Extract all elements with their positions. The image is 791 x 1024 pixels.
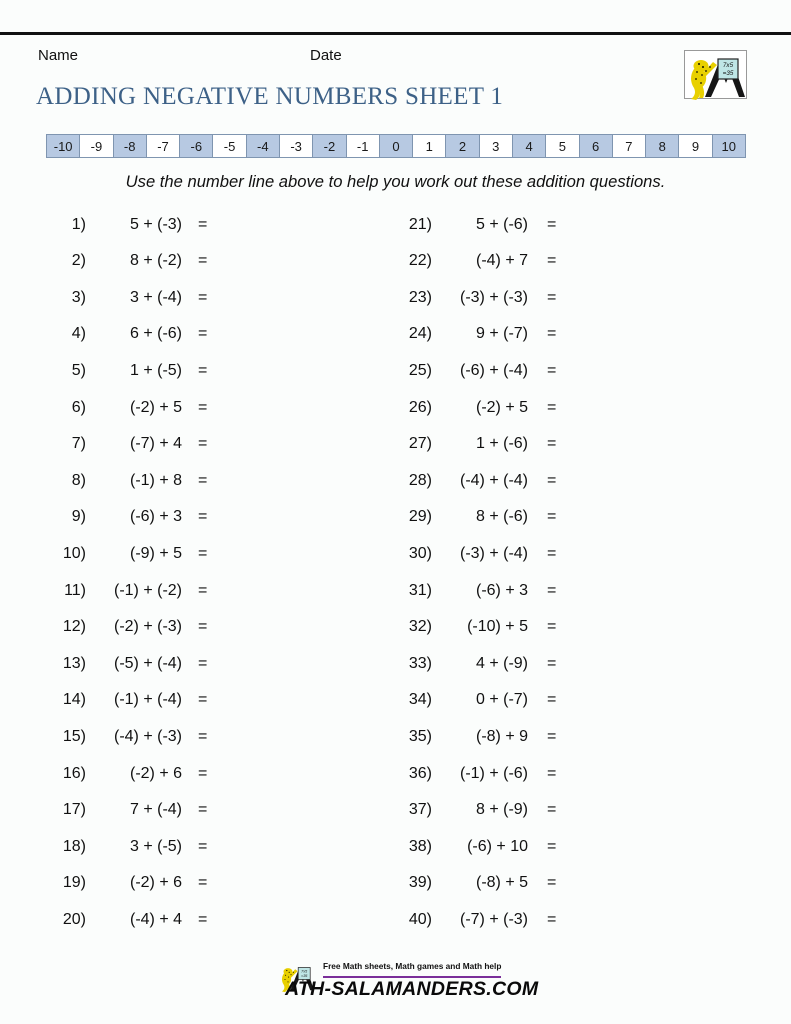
svg-text:=35: =35 [723, 70, 734, 77]
svg-text:7x5: 7x5 [301, 969, 308, 973]
svg-text:7x5: 7x5 [723, 62, 734, 69]
